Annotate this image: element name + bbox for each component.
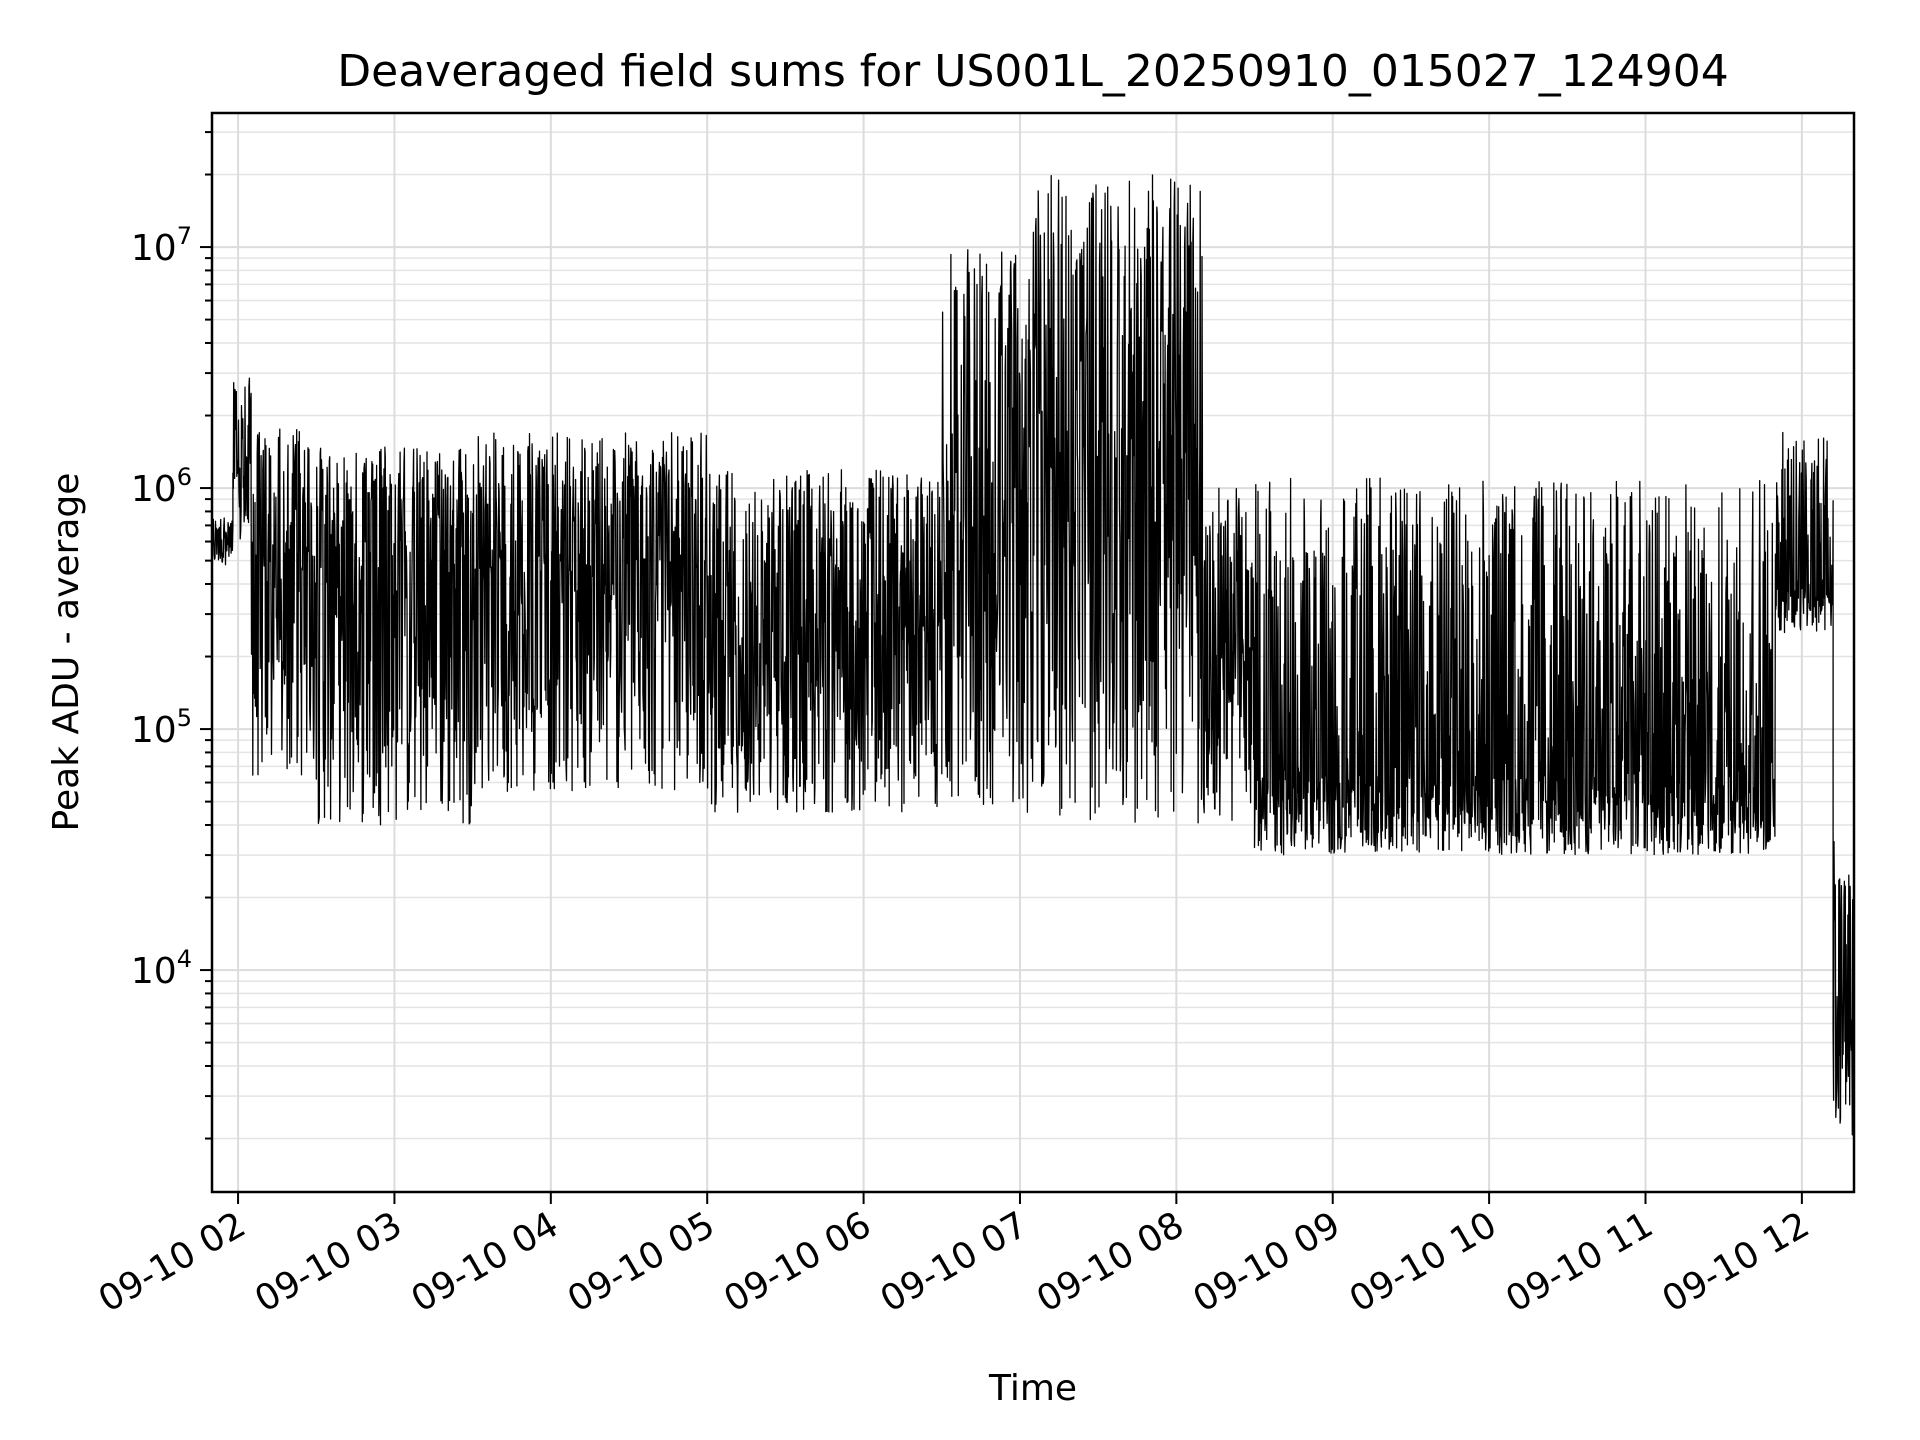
y-tick-label-base: 10 [131,228,177,269]
y-tick-label: 105 [131,704,192,751]
plot-area [212,174,1854,1136]
y-tick-label-exp: 6 [177,463,192,491]
y-tick-label-base: 10 [131,469,177,510]
plot-frame [210,111,1856,1194]
y-tick-label: 107 [131,222,192,269]
y-tick-label-exp: 7 [177,222,192,250]
y-tick-label-exp: 5 [177,704,192,732]
y-tick-label: 104 [131,945,192,992]
chart-title: Deaveraged field sums for US001L_2025091… [337,46,1729,97]
y-axis-label: Peak ADU - average [46,473,87,832]
y-tick-label-exp: 4 [177,945,192,973]
x-axis-label: Time [988,1368,1077,1409]
y-tick-label-base: 10 [131,951,177,992]
y-tick-label-base: 10 [131,710,177,751]
y-tick-label: 106 [131,463,192,510]
series-line [212,174,1854,1136]
